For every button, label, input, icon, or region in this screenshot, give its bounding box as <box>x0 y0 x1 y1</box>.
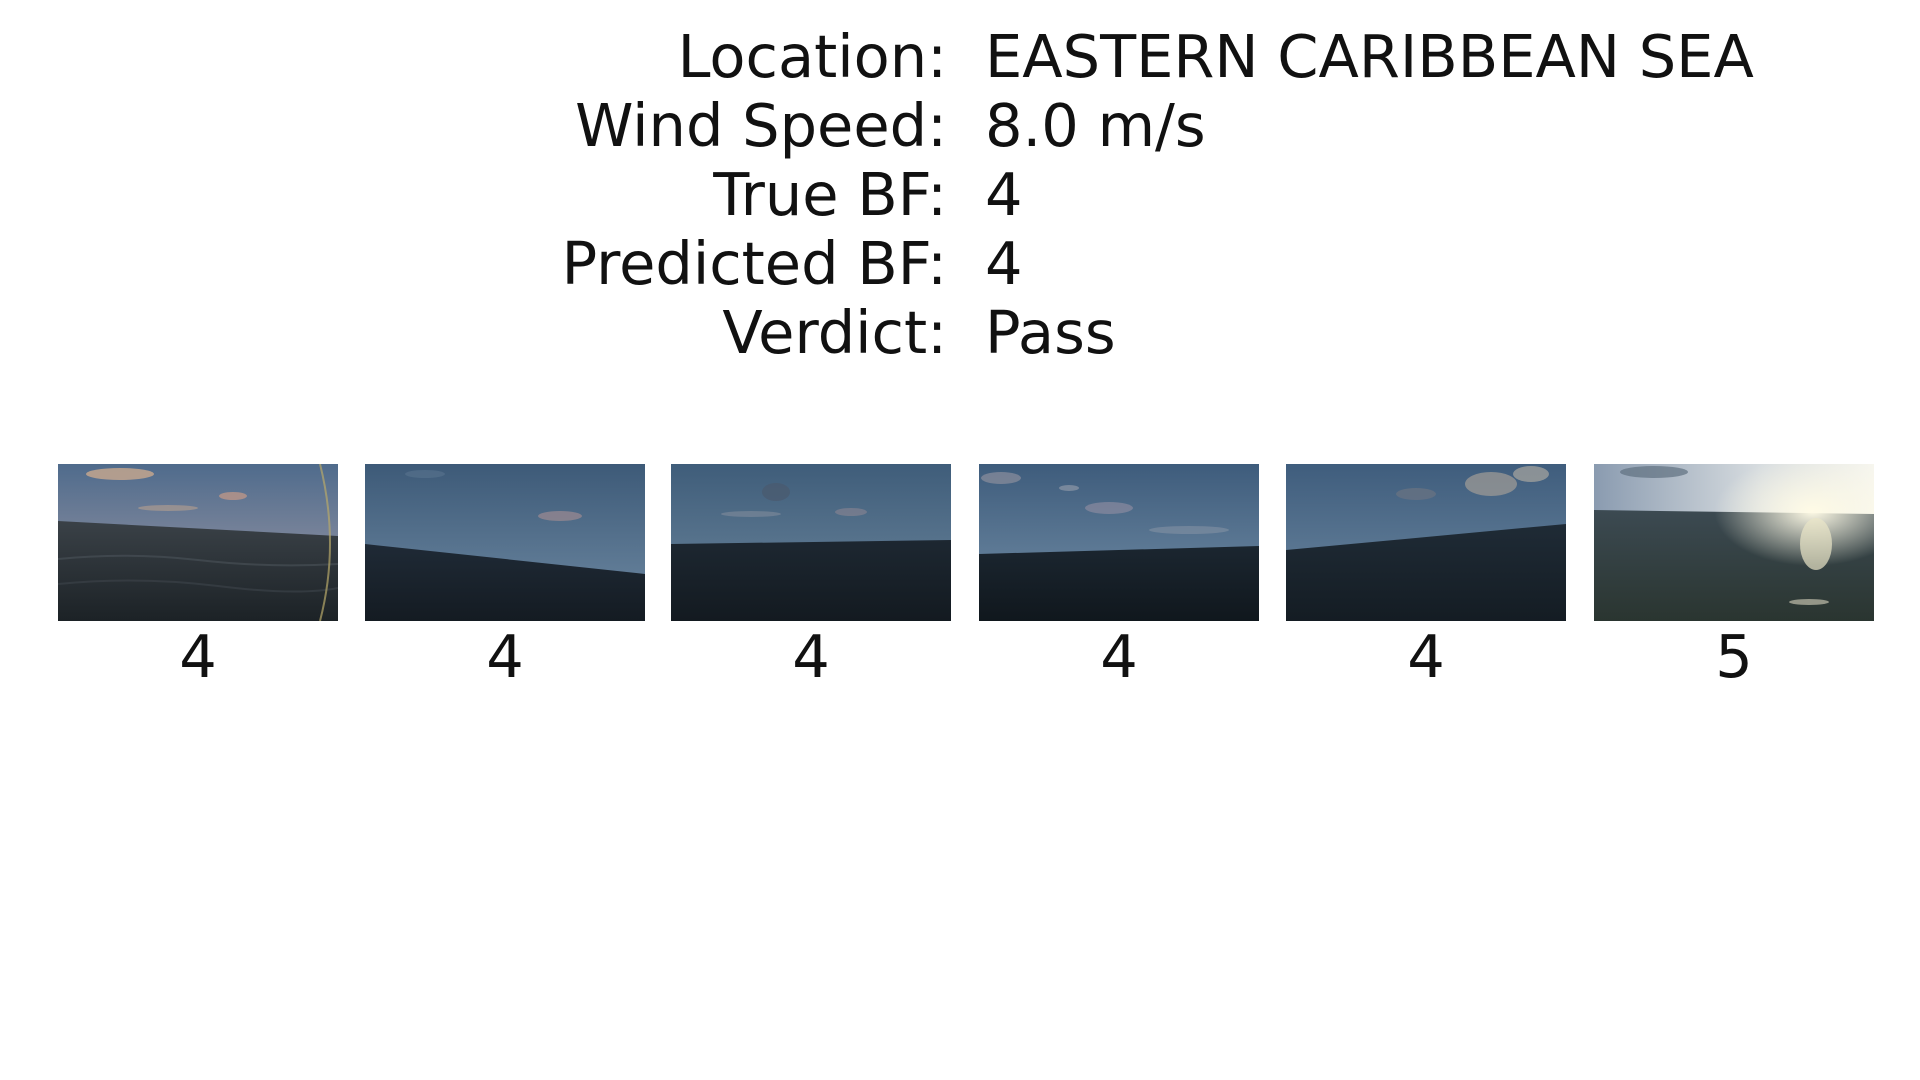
frame-card: 4 <box>671 464 951 693</box>
verdict-label: Verdict: <box>722 298 947 367</box>
sea-photo <box>58 464 338 621</box>
wind-speed-row: Wind Speed: 8.0 m/s <box>0 91 1920 160</box>
frame-bf-label: 4 <box>179 622 217 691</box>
frame-bf-label: 4 <box>1100 622 1138 691</box>
frame-bf-label: 4 <box>792 622 830 691</box>
true-bf-row: True BF: 4 <box>0 160 1920 229</box>
frame-card: 4 <box>365 464 645 693</box>
sea-photo <box>365 464 645 621</box>
frame-card: 4 <box>1286 464 1566 693</box>
frame-card: 4 <box>58 464 338 693</box>
location-row: Location: EASTERN CARIBBEAN SEA <box>0 22 1920 91</box>
verdict-value: Pass <box>985 298 1116 367</box>
true-bf-value: 4 <box>985 160 1023 229</box>
location-value: EASTERN CARIBBEAN SEA <box>985 22 1754 91</box>
sea-photo <box>671 464 951 621</box>
predicted-bf-label: Predicted BF: <box>561 229 947 298</box>
frame-bf-label: 4 <box>486 622 524 691</box>
wind-speed-label: Wind Speed: <box>575 91 947 160</box>
predicted-bf-row: Predicted BF: 4 <box>0 229 1920 298</box>
location-label: Location: <box>677 22 947 91</box>
true-bf-label: True BF: <box>713 160 947 229</box>
wind-speed-value: 8.0 m/s <box>985 91 1206 160</box>
sea-photo <box>1286 464 1566 621</box>
sea-photo <box>1594 464 1874 621</box>
sea-photo <box>979 464 1259 621</box>
predicted-bf-value: 4 <box>985 229 1023 298</box>
frame-card: 4 <box>979 464 1259 693</box>
verdict-row: Verdict: Pass <box>0 298 1920 367</box>
frame-strip: 4 4 <box>58 464 1874 694</box>
frame-card: 5 <box>1594 464 1874 693</box>
frame-bf-label: 4 <box>1407 622 1445 691</box>
info-panel: Location: EASTERN CARIBBEAN SEA Wind Spe… <box>0 22 1920 367</box>
frame-bf-label: 5 <box>1715 622 1753 691</box>
